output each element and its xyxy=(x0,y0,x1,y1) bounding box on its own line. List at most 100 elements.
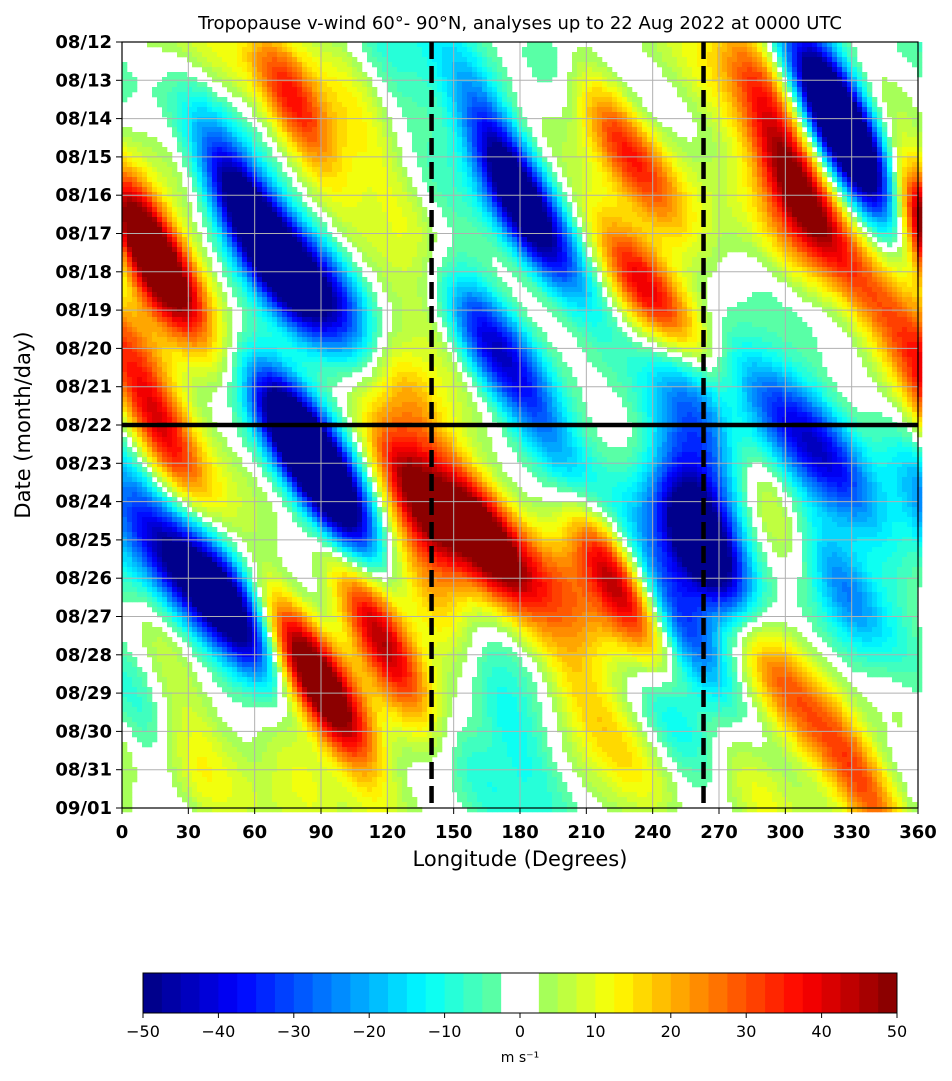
heatmap-cell xyxy=(307,102,313,108)
heatmap-cell xyxy=(717,192,723,198)
heatmap-cell xyxy=(467,202,473,208)
heatmap-cell xyxy=(497,77,503,83)
heatmap-cell xyxy=(362,87,368,93)
heatmap-cell xyxy=(467,192,473,198)
heatmap-cell xyxy=(152,217,158,223)
heatmap-cell xyxy=(492,137,498,143)
heatmap-cell xyxy=(812,57,818,63)
heatmap-cell xyxy=(567,107,573,113)
heatmap-cell xyxy=(477,192,483,198)
heatmap-cell xyxy=(572,107,578,113)
heatmap-cell xyxy=(282,107,288,113)
heatmap-cell xyxy=(287,142,293,148)
heatmap-cell xyxy=(837,57,843,63)
heatmap-cell xyxy=(192,87,198,93)
heatmap-cell xyxy=(827,202,833,208)
heatmap-cell xyxy=(817,127,823,133)
heatmap-cell xyxy=(627,147,633,153)
heatmap-cell xyxy=(242,212,248,218)
heatmap-cell xyxy=(282,47,288,53)
heatmap-cell xyxy=(127,77,133,83)
heatmap-cell xyxy=(302,112,308,118)
heatmap-cell xyxy=(502,132,508,138)
heatmap-cell xyxy=(302,102,308,108)
heatmap-cell xyxy=(857,202,863,208)
heatmap-cell xyxy=(787,197,793,203)
heatmap-cell xyxy=(222,162,228,168)
heatmap-cell xyxy=(822,102,828,108)
heatmap-cell xyxy=(802,82,808,88)
heatmap-cell xyxy=(812,122,818,128)
heatmap-cell xyxy=(852,217,858,223)
heatmap-cell xyxy=(167,77,173,83)
heatmap-cell xyxy=(422,142,428,148)
heatmap-cell xyxy=(127,127,133,133)
heatmap-cell xyxy=(367,162,373,168)
heatmap-cell xyxy=(582,102,588,108)
heatmap-cell xyxy=(177,182,183,188)
heatmap-cell xyxy=(772,97,778,103)
heatmap-cell xyxy=(792,162,798,168)
heatmap-cell xyxy=(217,167,223,173)
heatmap-cell xyxy=(402,202,408,208)
heatmap-cell xyxy=(737,77,743,83)
heatmap-cell xyxy=(307,77,313,83)
heatmap-cell xyxy=(642,152,648,158)
heatmap-cell xyxy=(372,137,378,143)
heatmap-cell xyxy=(242,77,248,83)
heatmap-cell xyxy=(737,112,743,118)
heatmap-cell xyxy=(352,167,358,173)
heatmap-cell xyxy=(432,147,438,153)
heatmap-cell xyxy=(292,207,298,213)
heatmap-cell xyxy=(397,182,403,188)
heatmap-cell xyxy=(342,67,348,73)
heatmap-cell xyxy=(877,172,883,178)
heatmap-cell xyxy=(242,57,248,63)
heatmap-cell xyxy=(407,77,413,83)
heatmap-cell xyxy=(692,192,698,198)
heatmap-cell xyxy=(682,72,688,78)
heatmap-cell xyxy=(127,142,133,148)
heatmap-cell xyxy=(242,72,248,78)
heatmap-cell xyxy=(667,132,673,138)
heatmap-cell xyxy=(802,162,808,168)
heatmap-cell xyxy=(482,152,488,158)
heatmap-cell xyxy=(827,142,833,148)
heatmap-cell xyxy=(767,72,773,78)
heatmap-cell xyxy=(287,202,293,208)
heatmap-cell xyxy=(787,52,793,58)
heatmap-cell xyxy=(387,62,393,68)
heatmap-cell xyxy=(767,202,773,208)
heatmap-cell xyxy=(347,177,353,183)
heatmap-cell xyxy=(402,177,408,183)
heatmap-cell xyxy=(637,177,643,183)
heatmap-cell xyxy=(882,152,888,158)
heatmap-cell xyxy=(352,102,358,108)
heatmap-cell xyxy=(342,142,348,148)
heatmap-cell xyxy=(812,172,818,178)
heatmap-cell xyxy=(212,167,218,173)
heatmap-cell xyxy=(267,67,273,73)
heatmap-cell xyxy=(832,152,838,158)
heatmap-cell xyxy=(172,192,178,198)
heatmap-cell xyxy=(572,72,578,78)
heatmap-cell xyxy=(657,142,663,148)
heatmap-cell xyxy=(327,167,333,173)
heatmap-cell xyxy=(912,137,918,143)
heatmap-cell xyxy=(247,92,253,98)
heatmap-cell xyxy=(597,212,603,218)
heatmap-cell xyxy=(637,112,643,118)
heatmap-cell xyxy=(437,182,443,188)
heatmap-cell xyxy=(882,187,888,193)
heatmap-cell xyxy=(602,217,608,223)
heatmap-cell xyxy=(407,182,413,188)
heatmap-cell xyxy=(772,42,778,48)
heatmap-cell xyxy=(147,182,153,188)
heatmap-cell xyxy=(837,207,843,213)
heatmap-cell xyxy=(552,187,558,193)
heatmap-cell xyxy=(352,222,358,228)
heatmap-cell xyxy=(207,177,213,183)
heatmap-cell xyxy=(442,207,448,213)
heatmap-cell xyxy=(727,127,733,133)
heatmap-cell xyxy=(917,192,923,198)
